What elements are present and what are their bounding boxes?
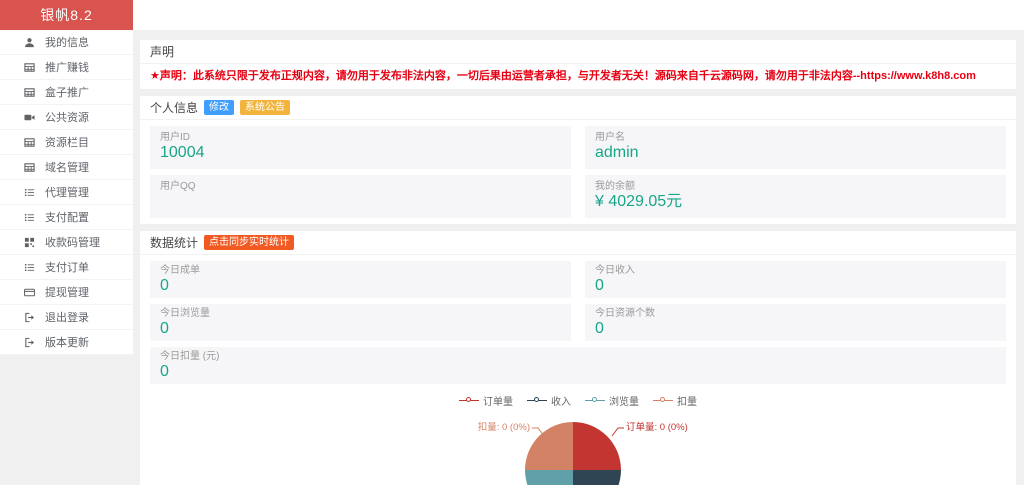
pie-label-deduction: 扣量: 0 (0%) [477, 422, 530, 433]
today-resources-value: 0 [595, 320, 604, 337]
declaration-panel: 声明 ★声明：此系统只限于发布正规内容，请勿用于发布非法内容，一切后果由运营者承… [140, 40, 1016, 89]
stats-title: 数据统计 [150, 236, 199, 250]
legend-item-income[interactable]: 收入 [527, 393, 571, 408]
sidebar-item-promotion-earnings[interactable]: 推广赚钱 [0, 55, 133, 80]
sidebar-item-label: 代理管理 [45, 187, 89, 199]
legend-label: 扣量 [677, 397, 697, 408]
bank-card-icon [24, 287, 35, 298]
balance-label: 我的余额 [595, 181, 635, 192]
system-announcement-button[interactable]: 系统公告 [240, 100, 291, 115]
sidebar-item-label: 盒子推广 [45, 87, 89, 99]
legend-item-deduction[interactable]: 扣量 [653, 393, 697, 408]
update-icon [24, 337, 35, 348]
sidebar-item-domain-management[interactable]: 域名管理 [0, 155, 133, 180]
sidebar: 我的信息 推广赚钱 盒子推广 公共资源 资源栏目 域名管理 代理管理 支付配置 … [0, 30, 133, 355]
sidebar-item-label: 版本更新 [45, 337, 89, 349]
sidebar-item-label: 支付配置 [45, 212, 89, 224]
sidebar-item-my-info[interactable]: 我的信息 [0, 30, 133, 55]
today-deduction-box: 今日扣量 (元) 0 [150, 347, 1006, 384]
user-id-box: 用户ID 10004 [150, 126, 571, 169]
today-deduction-value: 0 [160, 363, 169, 380]
legend-item-orders[interactable]: 订单量 [459, 393, 513, 408]
sidebar-item-public-resources[interactable]: 公共资源 [0, 105, 133, 130]
app-logo: 银帆8.2 [0, 0, 133, 30]
legend-item-views[interactable]: 浏览量 [585, 393, 639, 408]
today-orders-box: 今日成单 0 [150, 261, 571, 298]
sidebar-item-box-promotion[interactable]: 盒子推广 [0, 80, 133, 105]
sidebar-item-label: 支付订单 [45, 262, 89, 274]
sign-out-icon [24, 312, 35, 323]
balance-box: 我的余额 ¥ 4029.05元 [585, 175, 1006, 218]
today-views-label: 今日浏览量 [160, 308, 210, 319]
today-views-box: 今日浏览量 0 [150, 304, 571, 341]
table-icon [24, 87, 35, 98]
qrcode-icon [24, 237, 35, 248]
line-marker-icon [459, 396, 479, 405]
sync-stats-button[interactable]: 点击同步实时统计 [204, 235, 295, 250]
list-icon [24, 187, 35, 198]
declaration-title: 声明 [150, 45, 175, 59]
today-income-value: 0 [595, 277, 604, 294]
user-qq-label: 用户QQ [160, 181, 196, 192]
top-bar: 银帆8.2 [0, 0, 1024, 30]
today-orders-label: 今日成单 [160, 265, 200, 276]
sidebar-item-label: 收款码管理 [45, 237, 100, 249]
sidebar-item-version-update[interactable]: 版本更新 [0, 330, 133, 355]
sidebar-item-payment-config[interactable]: 支付配置 [0, 205, 133, 230]
sidebar-item-agent-management[interactable]: 代理管理 [0, 180, 133, 205]
sidebar-item-label: 提现管理 [45, 287, 89, 299]
sidebar-item-payment-code-management[interactable]: 收款码管理 [0, 230, 133, 255]
username-value: admin [595, 144, 639, 161]
sidebar-item-label: 推广赚钱 [45, 62, 89, 74]
line-marker-icon [585, 396, 605, 405]
video-camera-icon [24, 112, 35, 123]
pie-chart: 订单量: 0 (0%) 收入: 0 (0%) 浏览量: 0 (0%) 扣量: 0… [413, 409, 743, 485]
legend-label: 浏览量 [609, 397, 639, 408]
table-icon [24, 162, 35, 173]
sidebar-item-label: 退出登录 [45, 312, 89, 324]
sidebar-item-withdrawal-management[interactable]: 提现管理 [0, 280, 133, 305]
sidebar-item-label: 我的信息 [45, 37, 89, 49]
profile-panel: 个人信息 修改 系统公告 用户ID 10004 用户名 admin 用户QQ 我… [140, 96, 1016, 224]
list-icon [24, 212, 35, 223]
profile-title: 个人信息 [150, 101, 199, 115]
username-label: 用户名 [595, 132, 625, 143]
stats-panel: 数据统计 点击同步实时统计 今日成单 0 今日收入 0 今日浏览量 0 今日资源… [140, 231, 1016, 485]
today-income-box: 今日收入 0 [585, 261, 1006, 298]
sidebar-item-label: 域名管理 [45, 162, 89, 174]
sidebar-item-label: 资源栏目 [45, 137, 89, 149]
pie-label-orders: 订单量: 0 (0%) [626, 422, 688, 433]
sidebar-item-label: 公共资源 [45, 112, 89, 124]
sidebar-item-payment-orders[interactable]: 支付订单 [0, 255, 133, 280]
user-qq-box: 用户QQ [150, 175, 571, 218]
user-id-value: 10004 [160, 144, 205, 161]
sidebar-item-logout[interactable]: 退出登录 [0, 305, 133, 330]
legend-label: 收入 [551, 397, 571, 408]
list-icon [24, 262, 35, 273]
line-marker-icon [527, 396, 547, 405]
today-views-value: 0 [160, 320, 169, 337]
sidebar-item-resource-columns[interactable]: 资源栏目 [0, 130, 133, 155]
edit-button[interactable]: 修改 [204, 100, 235, 115]
main-content: 声明 ★声明：此系统只限于发布正规内容，请勿用于发布非法内容，一切后果由运营者承… [140, 30, 1016, 485]
declaration-text: ★声明：此系统只限于发布正规内容，请勿用于发布非法内容，一切后果由运营者承担，与… [150, 70, 976, 82]
today-resources-label: 今日资源个数 [595, 308, 655, 319]
chart-legend: 订单量 收入 浏览量 扣量 [140, 393, 1016, 408]
table-icon [24, 62, 35, 73]
today-resources-box: 今日资源个数 0 [585, 304, 1006, 341]
user-icon [24, 37, 35, 48]
legend-label: 订单量 [483, 397, 513, 408]
table-icon [24, 137, 35, 148]
balance-value: ¥ 4029.05元 [595, 193, 683, 210]
today-deduction-label: 今日扣量 (元) [160, 351, 220, 362]
user-id-label: 用户ID [160, 132, 190, 143]
today-income-label: 今日收入 [595, 265, 635, 276]
line-marker-icon [653, 396, 673, 405]
today-orders-value: 0 [160, 277, 169, 294]
username-box: 用户名 admin [585, 126, 1006, 169]
user-qq-value [160, 193, 561, 211]
